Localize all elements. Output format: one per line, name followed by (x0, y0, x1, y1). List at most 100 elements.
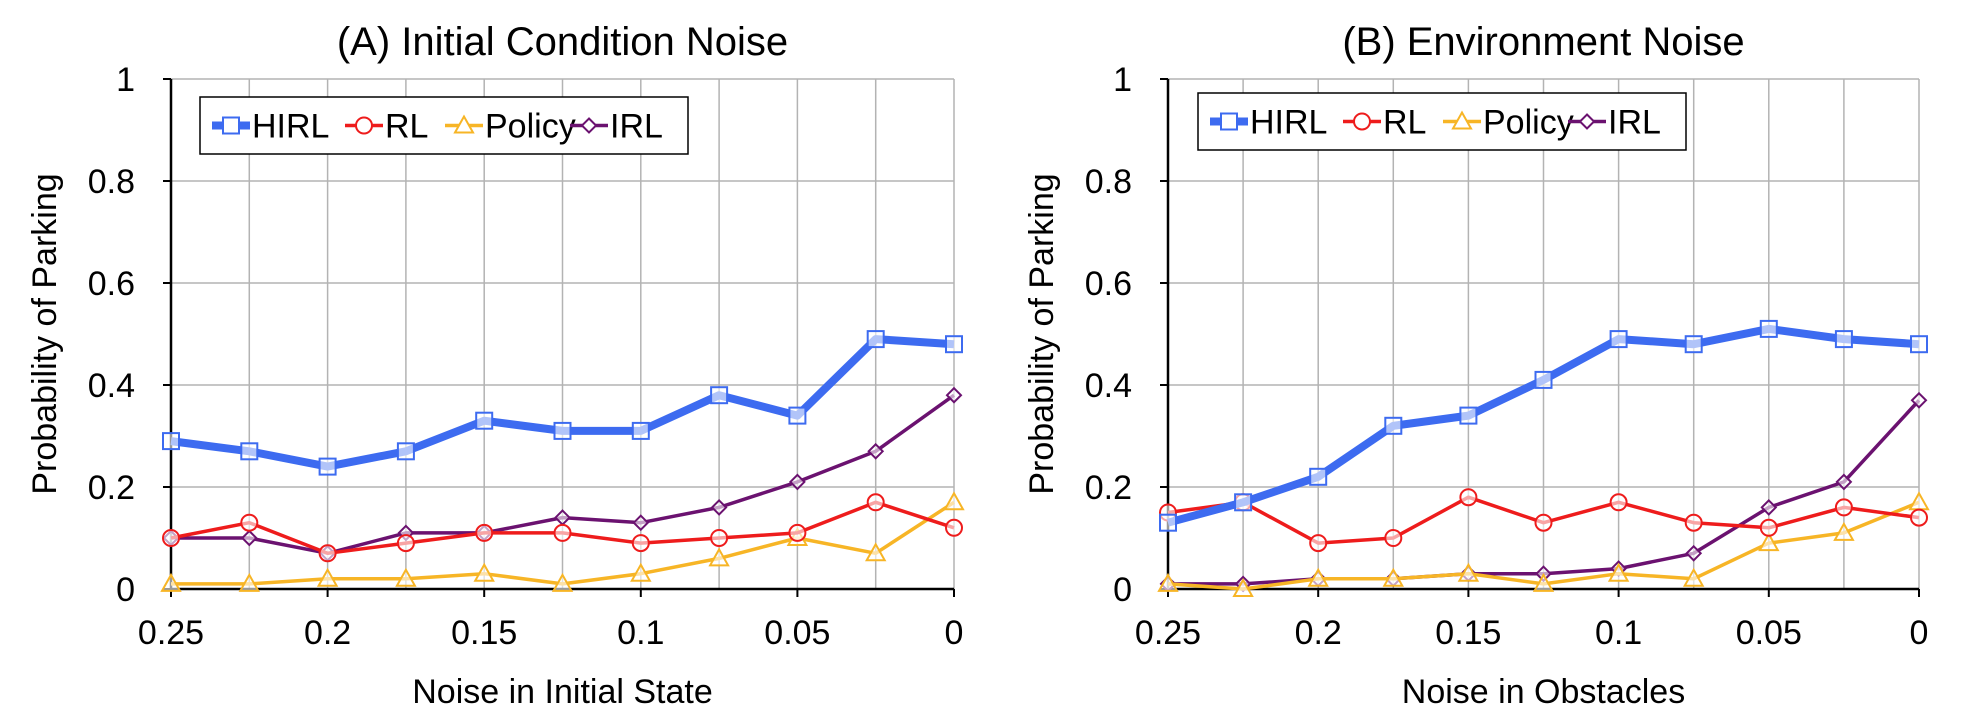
data-point-irl (1910, 391, 1928, 409)
data-point-hirl (318, 457, 337, 476)
legend-label-policy: Policy (1483, 104, 1574, 142)
data-point-hirl (1234, 493, 1253, 512)
data-point-irl (632, 514, 650, 532)
data-point-hirl (475, 411, 494, 430)
legend-label-rl: RL (385, 108, 428, 146)
data-point-rl (710, 529, 729, 547)
legend-marker-hirl (1220, 112, 1238, 131)
data-point-hirl (1534, 370, 1553, 389)
data-point-rl (1609, 493, 1628, 512)
x-tick-label: 0.25 (138, 614, 204, 652)
data-point-rl (318, 544, 337, 563)
data-point-policy (1908, 491, 1930, 511)
data-point-policy (1532, 572, 1555, 592)
data-point-policy (1833, 521, 1855, 541)
data-point-policy (238, 572, 261, 592)
data-point-hirl (162, 432, 180, 451)
x-tick-label: 0.2 (304, 614, 351, 652)
y-tick-label: 0.6 (88, 265, 135, 303)
chart-a: 0 0.2 0.4 0.6 0.8 1 0.25 0.2 0.15 0.1 0.05 0 (A) Ini… (26, 20, 965, 711)
data-point-policy (1682, 567, 1705, 587)
data-point-rl (788, 523, 807, 542)
data-point-hirl (1384, 416, 1403, 435)
data-point-hirl (1309, 467, 1328, 486)
x-tick-label: 0.05 (764, 614, 830, 652)
data-point-policy (473, 562, 495, 582)
chart-b: 0 0.2 0.4 0.6 0.8 1 0.25 0.2 0.15 0.1 0.05 0 (B) Env… (1023, 20, 1930, 711)
data-point-policy (1457, 562, 1480, 582)
x-tick-label: 0.2 (1295, 614, 1342, 652)
data-point-irl (710, 498, 728, 516)
legend-marker-hirl (222, 116, 240, 135)
y-tick-label: 0 (116, 571, 135, 609)
data-point-irl (1685, 544, 1703, 562)
x-tick-label: 0.15 (1435, 614, 1501, 652)
x-tick-label: 0.15 (451, 614, 517, 652)
legend-label-irl: IRL (1608, 104, 1661, 142)
data-point-policy (630, 562, 652, 582)
x-tick-label: 0.05 (1736, 614, 1802, 652)
data-point-policy (943, 491, 965, 511)
x-tick-label: 0 (945, 614, 964, 652)
y-tick-label: 0.2 (1085, 469, 1132, 507)
data-point-hirl (1684, 335, 1703, 354)
data-point-rl (1684, 513, 1703, 532)
y-tick-label: 0.2 (88, 469, 135, 507)
y-tick-label: 1 (116, 61, 135, 99)
data-point-rl (396, 534, 415, 553)
data-point-hirl (945, 335, 963, 354)
y-tick-label: 0.4 (1085, 367, 1132, 405)
x-axis-label: Noise in Initial State (412, 673, 713, 711)
legend-marker-rl (1353, 112, 1371, 131)
x-tick-label: 0 (1910, 614, 1929, 652)
legend-label-policy: Policy (485, 108, 576, 146)
x-axis-label: Noise in Obstacles (1402, 673, 1685, 711)
data-point-irl (867, 442, 885, 460)
data-point-hirl (240, 442, 259, 461)
data-point-irl (1760, 498, 1778, 516)
y-tick-label: 0.4 (88, 367, 135, 405)
data-point-rl (1910, 508, 1928, 527)
legend-marker-policy (453, 114, 475, 134)
series-policy (1157, 491, 1930, 597)
data-point-hirl (788, 406, 807, 425)
legend-marker-irl (1578, 113, 1596, 130)
legend: HIRL RL Policy IRL (199, 96, 689, 155)
data-point-policy (160, 572, 182, 592)
data-point-rl (1759, 518, 1778, 537)
data-point-rl (866, 493, 885, 512)
data-point-hirl (1459, 406, 1478, 425)
series-hirl (162, 330, 963, 476)
series-rl (162, 493, 963, 563)
data-point-policy (316, 567, 339, 587)
data-point-policy (1307, 567, 1329, 587)
data-point-policy (1232, 577, 1254, 597)
legend-label-hirl: HIRL (252, 108, 329, 146)
legend-label-hirl: HIRL (1250, 104, 1327, 142)
data-point-hirl (866, 330, 885, 349)
data-point-rl (475, 523, 494, 542)
data-point-rl (162, 529, 180, 547)
data-point-policy (1382, 567, 1405, 587)
legend-marker-rl (355, 116, 373, 135)
chart-title: (B) Environment Noise (1342, 20, 1744, 64)
data-point-rl (945, 518, 963, 537)
data-point-hirl (1834, 330, 1853, 349)
data-point-rl (1534, 513, 1553, 532)
data-point-rl (1384, 529, 1403, 547)
data-point-irl (240, 529, 258, 547)
data-point-rl (553, 523, 572, 542)
data-point-policy (551, 572, 574, 592)
legend-marker-policy (1451, 110, 1473, 130)
data-point-irl (945, 386, 963, 404)
data-point-policy (1758, 532, 1780, 552)
y-tick-label: 1 (1113, 61, 1132, 99)
data-point-hirl (396, 442, 415, 461)
data-point-irl (1835, 473, 1853, 491)
data-point-rl (1834, 498, 1853, 517)
x-tick-label: 0.25 (1135, 614, 1201, 652)
data-point-rl (1309, 534, 1328, 553)
data-point-rl (1459, 488, 1478, 507)
data-point-rl (240, 513, 259, 532)
y-axis-label: Probability of Parking (26, 173, 64, 494)
